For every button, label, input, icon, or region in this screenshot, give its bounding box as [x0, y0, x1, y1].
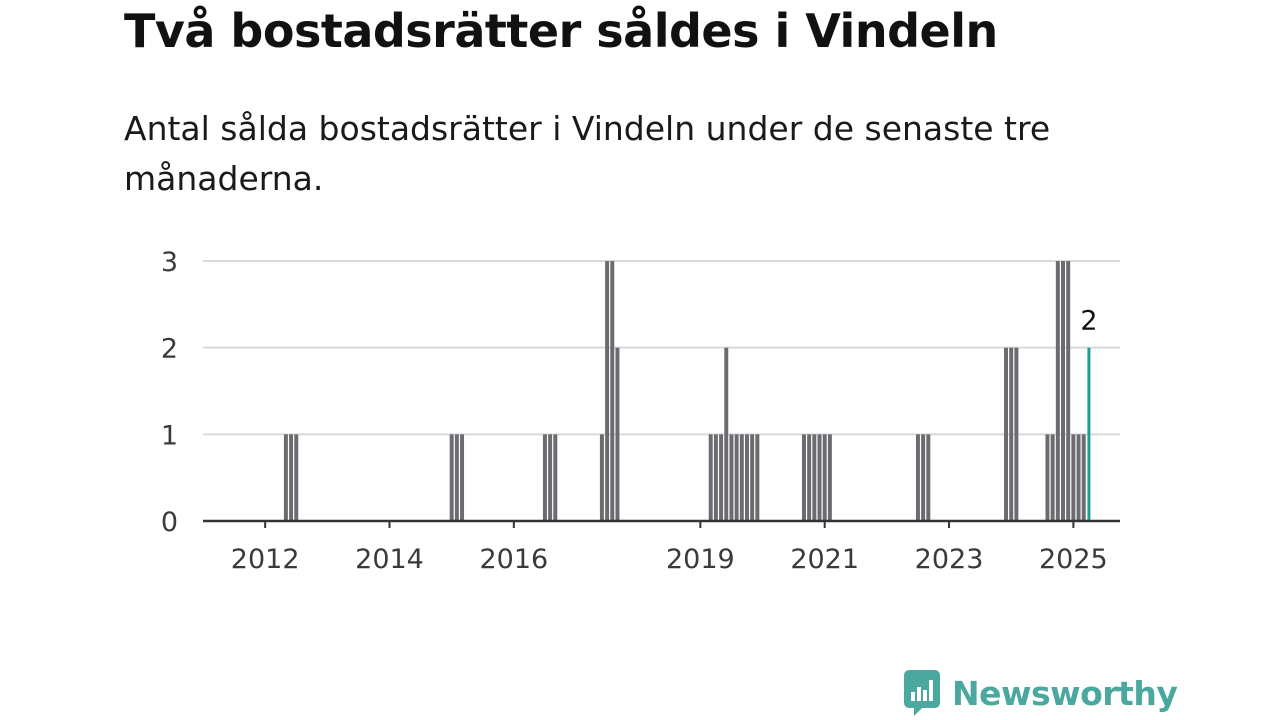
y-tick-label: 3	[161, 247, 178, 278]
bar	[294, 434, 299, 521]
bar	[708, 434, 713, 521]
bar	[1009, 347, 1014, 521]
chart-subtitle: Antal sålda bostadsrätter i Vindeln unde…	[124, 109, 1051, 198]
bar	[449, 434, 454, 521]
bar	[548, 434, 553, 521]
bar	[542, 434, 547, 521]
bar	[729, 434, 734, 521]
bar	[926, 434, 931, 521]
bar	[812, 434, 817, 521]
bar	[1071, 434, 1076, 521]
bar	[1076, 434, 1081, 521]
bar	[599, 434, 604, 521]
y-tick-label: 1	[161, 420, 178, 451]
brand-logo: Newsworthy	[902, 668, 1178, 718]
bar	[615, 347, 620, 521]
bar	[744, 434, 749, 521]
y-tick-label: 0	[161, 507, 178, 538]
bar	[734, 434, 739, 521]
bar	[1066, 261, 1071, 521]
bar	[719, 434, 724, 521]
bar	[827, 434, 832, 521]
bar	[605, 261, 610, 521]
newsworthy-logo-icon	[904, 670, 940, 716]
bar	[755, 434, 760, 521]
highlight-bar	[1087, 347, 1091, 521]
bar	[801, 434, 806, 521]
y-tick-label: 2	[161, 334, 178, 365]
highlight-value-label: 2	[1080, 306, 1097, 337]
bar	[1081, 434, 1086, 521]
bar	[713, 434, 718, 521]
x-tick-label: 2021	[790, 544, 859, 575]
x-tick-label: 2023	[915, 544, 984, 575]
bar	[283, 434, 288, 521]
bar	[1045, 434, 1050, 521]
bar	[915, 434, 920, 521]
bar	[460, 434, 465, 521]
x-tick-label: 2014	[355, 544, 424, 575]
bar	[921, 434, 926, 521]
bar	[1004, 347, 1009, 521]
bar	[1014, 347, 1019, 521]
bar	[553, 434, 558, 521]
bar-chart: 0 1 2 3 2 2012 2014 2016 2019 2021 2023 2025	[161, 247, 1120, 575]
chart-title: Två bostadsrätter såldes i Vindeln	[124, 4, 998, 58]
bar	[1055, 261, 1060, 521]
bar	[724, 347, 729, 521]
bar	[817, 434, 822, 521]
bar	[1061, 261, 1066, 521]
bar	[750, 434, 755, 521]
x-tick-label: 2016	[479, 544, 548, 575]
bar	[1050, 434, 1055, 521]
x-tick-label: 2019	[666, 544, 735, 575]
bar	[807, 434, 812, 521]
bar	[289, 434, 294, 521]
bar	[822, 434, 827, 521]
x-tick-label: 2025	[1039, 544, 1108, 575]
bar	[454, 434, 459, 521]
x-tick-label: 2012	[231, 544, 300, 575]
bar	[739, 434, 744, 521]
brand-name: Newsworthy	[952, 673, 1178, 713]
bar	[610, 261, 615, 521]
